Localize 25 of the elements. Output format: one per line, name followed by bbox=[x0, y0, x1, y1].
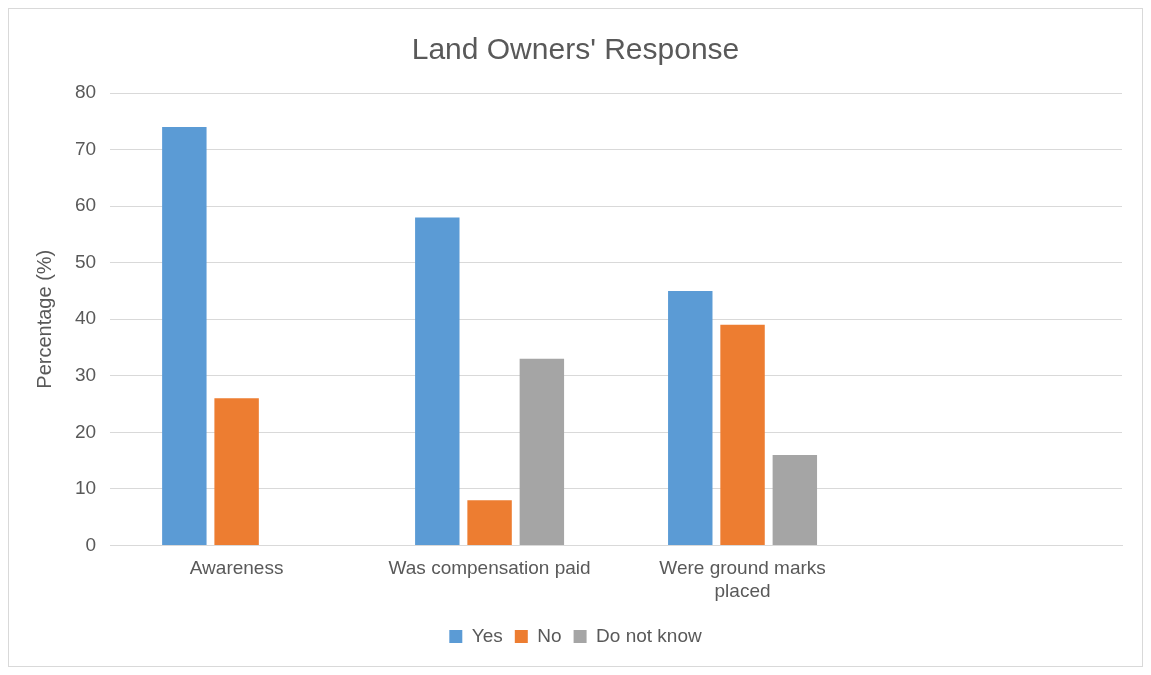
x-tick-label: Awareness bbox=[189, 557, 284, 579]
legend-label: Do not know bbox=[596, 624, 702, 646]
bar bbox=[162, 126, 207, 545]
bar bbox=[668, 290, 713, 545]
legend-label: No bbox=[537, 624, 562, 646]
x-tick-label: Was compensation paid bbox=[388, 557, 591, 579]
bar bbox=[772, 454, 818, 545]
bar bbox=[519, 358, 565, 545]
bar bbox=[415, 217, 460, 545]
y-tick-label: 60 bbox=[74, 194, 97, 216]
y-tick-label: 20 bbox=[74, 420, 97, 442]
chart-title: Land Owners' Response bbox=[411, 32, 740, 66]
y-tick-label: 30 bbox=[74, 363, 97, 385]
y-tick-label: 0 bbox=[85, 533, 97, 555]
legend-label: Yes bbox=[471, 624, 503, 646]
bar bbox=[467, 500, 512, 545]
x-tick-label: Were ground marks placed bbox=[659, 557, 826, 601]
bar bbox=[214, 398, 259, 545]
y-tick-label: 50 bbox=[74, 250, 97, 272]
bar bbox=[720, 324, 765, 545]
y-tick-label: 80 bbox=[74, 81, 97, 103]
y-tick-label: 70 bbox=[74, 137, 97, 159]
y-tick-label: 10 bbox=[74, 477, 97, 499]
y-axis-title: Percentage (%) bbox=[32, 249, 55, 389]
y-tick-label: 40 bbox=[74, 307, 97, 329]
